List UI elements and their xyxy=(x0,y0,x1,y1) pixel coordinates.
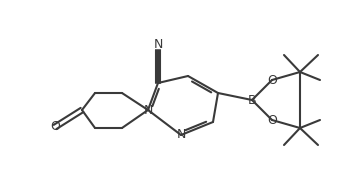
Text: O: O xyxy=(267,114,277,126)
Text: O: O xyxy=(50,121,60,133)
Text: N: N xyxy=(176,129,186,142)
Text: O: O xyxy=(267,74,277,87)
Text: N: N xyxy=(143,104,153,116)
Text: N: N xyxy=(153,39,163,51)
Text: B: B xyxy=(248,94,256,106)
